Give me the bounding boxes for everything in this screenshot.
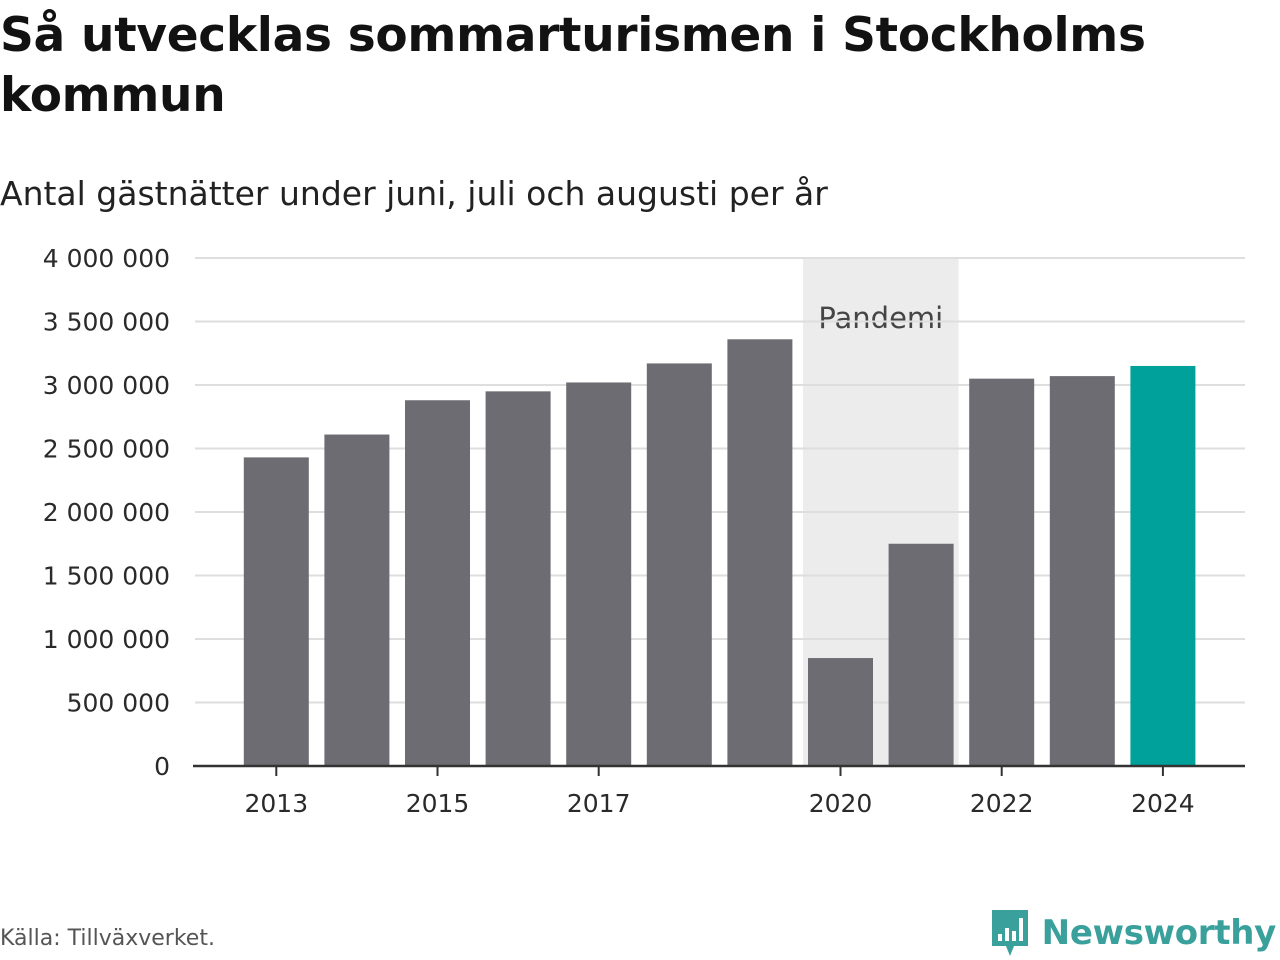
- bar-2017: [566, 382, 632, 766]
- x-tick-label: 2022: [970, 789, 1034, 818]
- brand: Newsworthy: [990, 908, 1276, 958]
- y-tick-label: 1 000 000: [43, 625, 170, 654]
- bar-2021: [888, 543, 954, 766]
- y-tick-label: 500 000: [67, 689, 170, 718]
- bar-2020: [808, 658, 873, 766]
- y-tick-label: 4 000 000: [43, 244, 170, 273]
- chart-title: Så utvecklas sommarturismen i Stockholms…: [0, 8, 1146, 123]
- pandemic-band-label: Pandemi: [818, 301, 943, 335]
- bar-2015: [405, 400, 470, 766]
- y-tick-label: 2 000 000: [43, 498, 170, 527]
- x-tick-label: 2013: [244, 789, 308, 818]
- source-note: Källa: Tillväxverket.: [0, 926, 215, 951]
- axes: 0 500 000 1 000 000 1 500 000 2 000 000 2 500…: [43, 244, 1245, 818]
- y-tick-label: 0: [154, 752, 170, 781]
- newsworthy-logo-icon: [991, 910, 1028, 956]
- bar-chart: Pandemi 0 500 000 1 000 000 1 500 000 2 000 …: [43, 244, 1245, 818]
- bar-2024: [1130, 365, 1196, 766]
- y-tick-label: 3 000 000: [43, 371, 170, 400]
- brand-name: Newsworthy: [1041, 913, 1277, 953]
- bar-2014: [324, 434, 390, 766]
- x-tick-label: 2015: [406, 789, 470, 818]
- chart-subtitle: Antal gästnätter under juni, juli och au…: [0, 174, 828, 213]
- bar-2013: [243, 457, 309, 766]
- bar-2023: [1049, 376, 1115, 766]
- y-tick-label: 3 500 000: [43, 308, 170, 337]
- x-tick-label: 2017: [567, 789, 631, 818]
- bar-2022: [969, 378, 1035, 766]
- y-tick-label: 1 500 000: [43, 562, 170, 591]
- y-tick-label: 2 500 000: [43, 435, 170, 464]
- bar-2019: [727, 339, 793, 766]
- bars: [243, 339, 1196, 766]
- x-tick-label: 2024: [1131, 789, 1195, 818]
- x-tick-label: 2020: [809, 789, 873, 818]
- bar-2016: [485, 391, 551, 766]
- bar-2018: [646, 363, 712, 766]
